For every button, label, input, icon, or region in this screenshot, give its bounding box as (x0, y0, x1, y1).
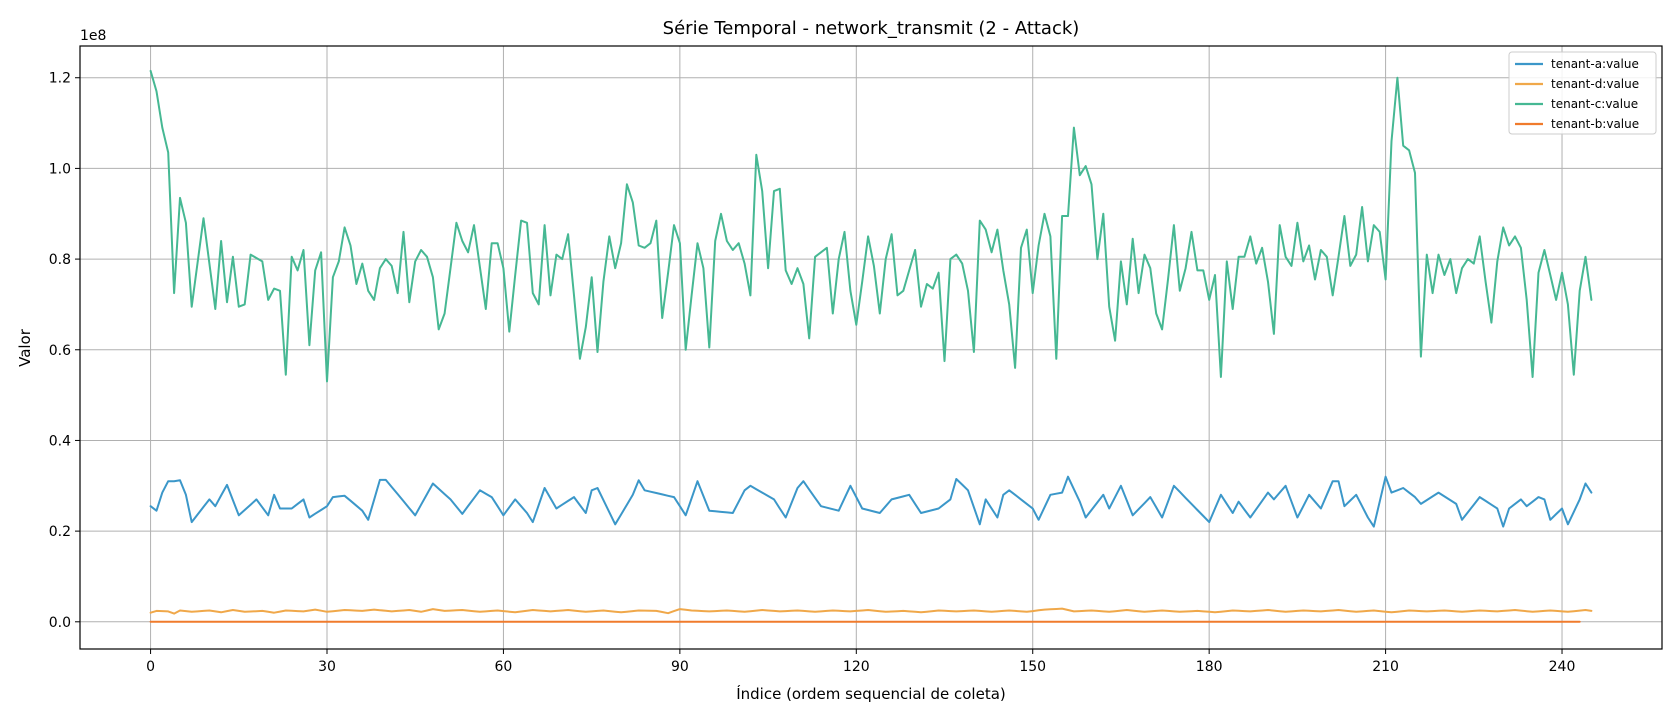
legend-label: tenant-d:value (1551, 77, 1639, 91)
series-line-tenant-a-value (149, 475, 1593, 528)
legend-label: tenant-b:value (1551, 117, 1639, 131)
y-axis-title: Valor (16, 328, 34, 367)
y-axis: 0.0 0.2 0.4 0.6 0.8 1.0 1.2 (49, 71, 80, 631)
x-tick-label: 150 (1019, 659, 1046, 675)
y-tick-label: 0.6 (49, 343, 71, 359)
x-tick-label: 90 (671, 659, 689, 675)
y-tick-label: 1.0 (49, 161, 71, 177)
x-tick-label: 180 (1196, 659, 1223, 675)
x-axis: 0 30 60 90 120 150 180 210 240 (146, 649, 1575, 675)
x-tick-label: 210 (1372, 659, 1399, 675)
legend-label: tenant-a:value (1551, 57, 1639, 71)
y-tick-label: 0.8 (49, 252, 71, 268)
series-layer (149, 69, 1593, 623)
series-line-tenant-c-value (149, 69, 1593, 383)
series-line-tenant-d-value (149, 607, 1593, 615)
y-tick-label: 0.4 (49, 433, 71, 449)
legend-label: tenant-c:value (1551, 97, 1638, 111)
legend: tenant-a:value tenant-d:value tenant-c:val… (1508, 51, 1657, 135)
plot-frame (79, 45, 1663, 650)
y-offset-label: 1e8 (80, 28, 106, 44)
x-axis-title: Índice (ordem sequencial de coleta) (736, 684, 1006, 703)
x-tick-label: 240 (1549, 659, 1576, 675)
x-tick-label: 30 (318, 659, 336, 675)
legend-box (1508, 51, 1657, 135)
x-tick-label: 120 (843, 659, 870, 675)
y-tick-label: 0.2 (49, 524, 71, 540)
y-tick-label: 1.2 (49, 71, 71, 87)
x-tick-label: 60 (495, 659, 513, 675)
x-tick-label: 0 (146, 659, 155, 675)
y-tick-label: 0.0 (49, 615, 71, 631)
chart-title: Série Temporal - network_transmit (2 - A… (663, 18, 1080, 39)
